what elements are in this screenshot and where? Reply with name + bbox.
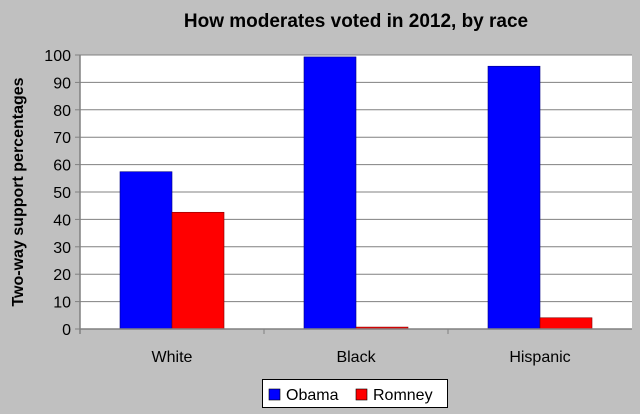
y-axis-label: Two-way support percentages	[10, 77, 27, 306]
legend: Obama Romney	[262, 379, 448, 408]
y-tick-label: 60	[53, 158, 71, 175]
bar-obama-hispanic	[487, 65, 541, 330]
bar-obama-black	[303, 56, 357, 330]
y-tick-label: 100	[44, 48, 71, 65]
y-tick-label: 0	[62, 322, 71, 339]
y-tick-label: 20	[53, 267, 71, 284]
legend-label-romney: Romney	[373, 387, 433, 404]
chart-title: How moderates voted in 2012, by race	[184, 11, 528, 32]
legend-swatch-romney	[355, 388, 368, 401]
legend-label-obama: Obama	[286, 387, 339, 404]
y-tick-label: 50	[53, 185, 71, 202]
x-tick-label: White	[152, 349, 193, 366]
y-tick-label: 90	[53, 75, 71, 92]
x-tick-label: Black	[336, 349, 376, 366]
bar-romney-hispanic	[539, 317, 593, 330]
y-tick-label: 10	[53, 295, 71, 312]
y-tick-label: 70	[53, 130, 71, 147]
y-tick-label: 80	[53, 103, 71, 120]
bar-obama-white	[119, 171, 173, 330]
y-tick-label: 30	[53, 240, 71, 257]
x-tick-label: Hispanic	[509, 349, 570, 366]
legend-box	[262, 379, 448, 408]
y-tick-label: 40	[53, 212, 71, 229]
plot-area: 0 10 20 30 40 50 60 70 80 90 100 White Black Hispanic	[44, 48, 632, 366]
bar-romney-white	[171, 211, 225, 330]
legend-swatch-obama	[268, 388, 281, 401]
